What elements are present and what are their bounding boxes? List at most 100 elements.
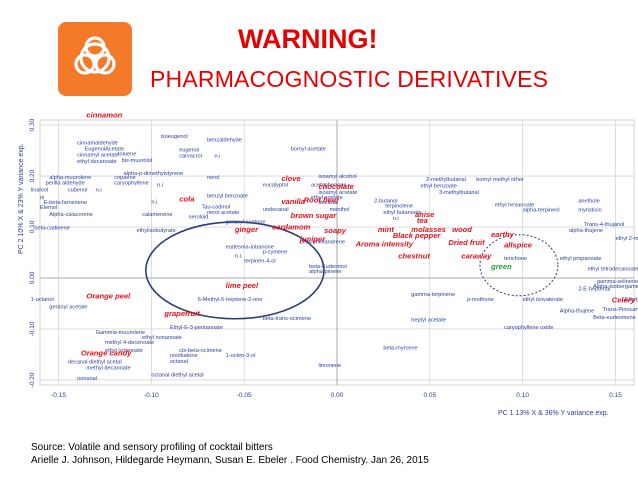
compound-label: ethyl octanoate xyxy=(105,348,143,354)
compound-label: caryophyllene xyxy=(114,181,149,187)
pca-biplot: -0.15 -0.10 -0.05 0.00 0.05 0.10 0.15 0.30 0.20 0… xyxy=(18,110,638,417)
compound-label: nerol xyxy=(207,175,219,181)
compound-label: linalool xyxy=(31,187,48,193)
attribute-label: wood xyxy=(452,225,472,234)
attribute-label: chestnut xyxy=(398,252,430,261)
compound-label: beta-myrcene xyxy=(383,345,417,351)
compound-label: Ethyl heptanoate xyxy=(625,297,638,303)
compound-label: perilla aldehyde xyxy=(46,181,85,187)
compound-label: n.i. xyxy=(151,200,159,206)
compound-label: alpha-muurolene xyxy=(49,175,91,181)
compound-label: benzyl benzoate xyxy=(207,193,248,199)
attribute-label: caraway xyxy=(461,252,492,261)
compound-label: myristicin xyxy=(578,208,601,214)
compound-label: decanal diethyl acetal xyxy=(68,360,122,366)
slide-title: WARNING! xyxy=(238,24,378,54)
compound-label: ethyl 2-methylbutyrate xyxy=(615,236,638,242)
compound-label: EugenolAcetate xyxy=(85,147,125,153)
compound-label: isoamyl acetate xyxy=(318,190,357,196)
compound-label: geranyl acetone xyxy=(226,219,266,225)
compound-label: nerol acetate xyxy=(207,210,239,216)
compound-label: limonene xyxy=(318,363,341,369)
x-tick-label: 0.15 xyxy=(609,392,622,399)
compound-label: E-beta-farnesene xyxy=(44,200,87,206)
y-tick-label: 0.00 xyxy=(29,271,36,284)
slide-subtitle: PHARMACOGNOSTIC DERIVATIVES xyxy=(150,66,549,92)
compound-label: octanal diethyl acetal xyxy=(151,372,203,378)
attribute-label: cola xyxy=(179,195,194,204)
source-line-2: Arielle J. Johnson, Hildegarde Heymann, … xyxy=(31,455,429,466)
attribute-label: grapefruit xyxy=(163,309,200,318)
compound-label: isoeugenol xyxy=(161,134,188,140)
compound-label: cubenol xyxy=(68,187,88,193)
attribute-label: Aroma intensity xyxy=(355,239,414,248)
compound-label: nootkatone xyxy=(170,353,198,359)
biohazard-icon xyxy=(58,22,132,96)
attribute-label: Black pepper xyxy=(393,231,442,240)
compound-label: n.i xyxy=(157,182,163,188)
compound-label: methyl decanoate xyxy=(86,366,130,372)
attribute-label: vanilla xyxy=(281,197,305,206)
attribute-label: anise xyxy=(415,210,435,219)
compound-label: beta-trans-ocimene xyxy=(263,316,311,322)
compound-label: calamenene xyxy=(142,212,172,218)
compound-label: isoamyl alcohol xyxy=(318,174,356,180)
attribute-label: Orange peel xyxy=(86,291,131,300)
compound-label: ethyl decanoate xyxy=(77,159,117,165)
attribute-label: cinnamon xyxy=(86,110,122,119)
compound-label: ethyl nonanoate xyxy=(142,335,182,341)
attribute-label: Root beer xyxy=(304,196,340,205)
compound-label: alpha-p-dimethylstyrene xyxy=(124,171,184,177)
compound-label: beta-cadinene xyxy=(34,226,69,232)
attributes-layer: cinnamon clove chocolate vanilla cola Root be… xyxy=(81,110,638,357)
circle-layer xyxy=(145,221,559,320)
compound-label: nonanal xyxy=(77,376,97,382)
compound-label: ethyl benzoate xyxy=(421,183,457,189)
compound-label: n.i xyxy=(96,187,102,193)
compound-label: 6-Methyl-5-heptene-2-one xyxy=(198,297,263,303)
compound-label: bornyl acetate xyxy=(291,147,326,153)
compound-label: terpinen-4-ol xyxy=(244,259,275,265)
cluster-circle xyxy=(145,221,325,320)
attribute-label: soapy xyxy=(324,226,347,235)
compound-label: eugenol xyxy=(179,148,199,154)
y-axis-label: PC 2 10% X & 23% Y variance exp. xyxy=(18,143,25,254)
compound-label: Elemol xyxy=(40,205,57,211)
compound-label: 2-butanol xyxy=(374,199,397,205)
x-axis-label: PC 1 13% X & 36% Y variance exp. xyxy=(498,410,609,417)
attribute-label: green xyxy=(490,262,512,271)
compound-label: ethyl butanoate xyxy=(383,210,421,216)
compound-label: alpha-thujene xyxy=(569,228,603,234)
compound-label: cis-beta-ocimene xyxy=(179,348,222,354)
source-citation: Source: Volatile and sensory profiling o… xyxy=(31,441,429,467)
compound-label: decanal xyxy=(318,200,338,206)
source-line-1: Source: Volatile and sensory profiling o… xyxy=(31,442,273,453)
compound-label: gamma-selinene xyxy=(597,279,638,285)
compound-label: ethyl isovalerate xyxy=(523,297,563,303)
points-layer: isoeugenol benzaldehyde cinnamaldehydeEuge… xyxy=(31,134,638,382)
compound-label: benzaldehyde xyxy=(207,137,242,143)
compound-label: copaene xyxy=(114,175,135,181)
compound-label: acetophenone xyxy=(311,182,346,188)
compound-label: Alpha-thujene xyxy=(560,309,595,315)
compound-label: 3-methylbutanal xyxy=(439,190,479,196)
attribute-label: allspice xyxy=(504,240,533,249)
compound-label: beta-Eudesmol xyxy=(309,264,347,270)
compound-label: Trans-Pinocarvyl acetate xyxy=(602,307,638,313)
axes-layer: -0.15 -0.10 -0.05 0.00 0.05 0.10 0.15 0.30 0.20 0… xyxy=(29,118,635,399)
plot-frame xyxy=(39,119,635,386)
compound-label: anethole xyxy=(578,199,599,205)
compound-label: cinnamaldehyde xyxy=(77,140,118,146)
compound-label: methyl 4-decenoate xyxy=(105,340,154,346)
attribute-label: earthy xyxy=(491,230,515,239)
compound-label: Trans-4-thujanol xyxy=(584,222,625,228)
compound-label: 2-E-heptenal xyxy=(578,287,610,293)
y-tick-label: -0.20 xyxy=(29,372,36,387)
y-tick-label: -0.10 xyxy=(29,321,36,336)
x-tick-label: -0.15 xyxy=(51,392,66,399)
compound-label: gamma-terpinene xyxy=(411,292,455,298)
attribute-label: brown sugar xyxy=(291,211,338,220)
compound-label: tenchone xyxy=(504,256,527,262)
compound-label: Alpha-Isobergamene xyxy=(593,284,638,290)
compound-label: bornyl methyl other xyxy=(476,177,524,183)
